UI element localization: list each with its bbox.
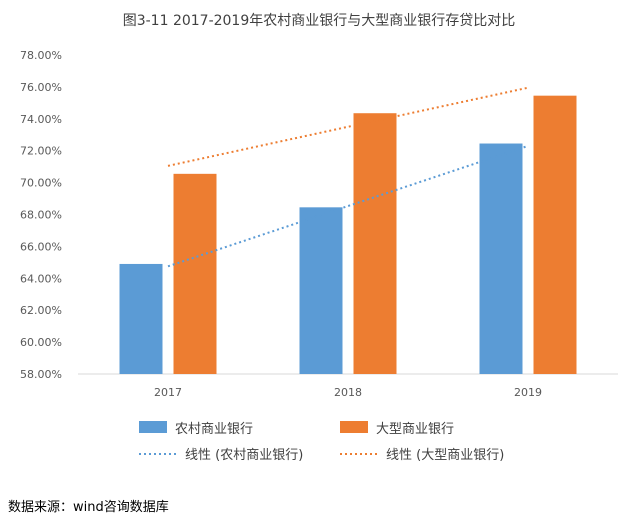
y-tick-label: 78.00% xyxy=(20,49,62,62)
x-tick-label: 2017 xyxy=(154,386,182,399)
chart-title: 图3-11 2017-2019年农村商业银行与大型商业银行存贷比对比 xyxy=(123,13,516,29)
x-tick-label: 2019 xyxy=(514,386,542,399)
legend-label: 农村商业银行 xyxy=(175,422,253,437)
bar-rural-bank xyxy=(299,207,343,374)
y-tick-label: 62.00% xyxy=(20,304,62,317)
bar-group xyxy=(119,95,577,375)
bar-large-bank xyxy=(353,113,397,374)
bar-rural-bank xyxy=(119,263,163,374)
x-tick-label: 2018 xyxy=(334,386,362,399)
y-tick-label: 60.00% xyxy=(20,336,62,349)
y-tick-label: 58.00% xyxy=(20,368,62,381)
legend-swatch xyxy=(340,421,368,433)
legend-label: 大型商业银行 xyxy=(376,422,454,437)
bar-rural-bank xyxy=(479,143,523,374)
y-tick-label: 74.00% xyxy=(20,113,62,126)
y-tick-label: 66.00% xyxy=(20,240,62,253)
y-axis: 58.00% 60.00% 62.00% 64.00% 66.00% 68.00% 70.0… xyxy=(20,49,62,381)
trendline-large-bank xyxy=(167,86,529,167)
legend-swatch xyxy=(139,421,167,433)
x-axis: 2017 2018 2019 xyxy=(78,373,618,399)
y-tick-label: 76.00% xyxy=(20,81,62,94)
y-tick-label: 64.00% xyxy=(20,272,62,285)
bar-large-bank xyxy=(533,95,577,375)
trendline-rural-bank xyxy=(167,144,529,268)
y-tick-label: 72.00% xyxy=(20,145,62,158)
legend-label: 线性 (大型商业银行) xyxy=(386,448,504,463)
legend-label: 线性 (农村商业银行) xyxy=(185,448,303,463)
y-tick-label: 68.00% xyxy=(20,209,62,222)
bar-large-bank xyxy=(173,173,217,374)
data-source-note: 数据来源：wind咨询数据库 xyxy=(8,500,169,515)
y-tick-label: 70.00% xyxy=(20,177,62,190)
trendline-group xyxy=(167,86,529,268)
